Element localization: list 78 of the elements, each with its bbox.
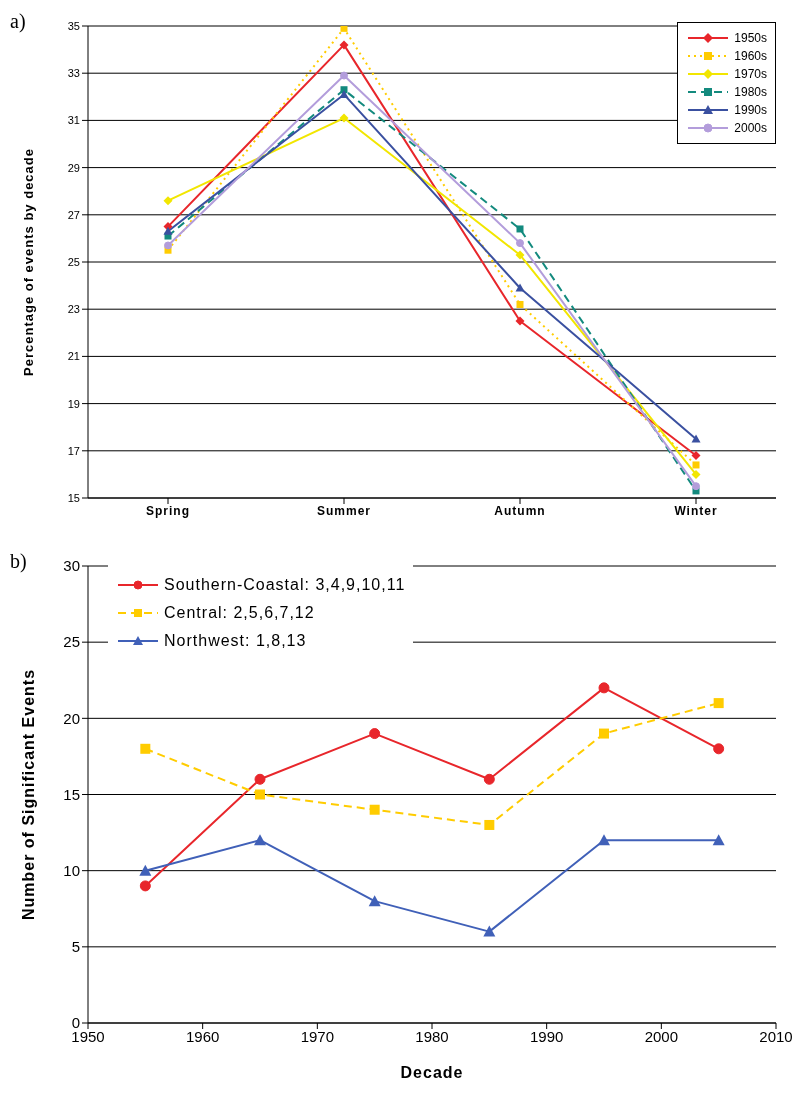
y-tick-label: 35: [67, 19, 80, 32]
point: [483, 925, 496, 937]
point: [599, 728, 609, 739]
point: [139, 864, 152, 876]
y-tick-label: 25: [67, 255, 80, 268]
legend-label: 1950s: [734, 31, 767, 45]
point: [340, 86, 348, 94]
point: [516, 300, 524, 308]
legend-label: 1980s: [734, 85, 767, 99]
point: [339, 89, 349, 98]
point: [598, 682, 610, 694]
point: [369, 804, 380, 815]
y-tick-label: 21: [67, 350, 80, 363]
point: [139, 880, 151, 892]
point: [339, 40, 349, 50]
y-tick-label: 25: [63, 633, 80, 651]
x-tick-label: 2000: [644, 1027, 679, 1045]
point: [483, 773, 495, 785]
y-tick-label: 20: [63, 709, 80, 727]
y-tick-label: 23: [67, 303, 80, 316]
point: [515, 316, 525, 326]
text: a): [10, 10, 26, 33]
y-tick-label: 31: [67, 114, 80, 127]
point: [255, 789, 265, 800]
legend-label: Northwest: 1,8,13: [164, 632, 307, 650]
x-tick-label: 1990: [529, 1027, 564, 1045]
point: [692, 482, 700, 491]
point: [163, 196, 173, 206]
y-tick-label: 10: [63, 861, 80, 879]
point: [340, 26, 348, 32]
legend-label: 1960s: [734, 49, 767, 63]
x-axis-title: Decade: [400, 1064, 464, 1081]
point: [340, 71, 348, 80]
point: [164, 241, 172, 250]
legend-label: Southern-Coastal: 3,4,9,10,11: [164, 576, 406, 594]
point: [691, 469, 701, 479]
y-tick-label: 27: [67, 208, 80, 221]
point: [713, 698, 724, 709]
y-tick-label: 29: [67, 161, 80, 174]
point: [691, 434, 701, 443]
y-axis-title: Number of Significant Events: [19, 668, 37, 921]
y-tick-label: 19: [67, 397, 80, 410]
point: [368, 895, 381, 907]
point: [254, 773, 266, 785]
point: [339, 113, 349, 123]
x-tick-label: Winter: [674, 503, 718, 518]
x-tick-label: 2010: [759, 1027, 793, 1045]
x-tick-label: 1970: [300, 1027, 335, 1045]
x-tick-label: Spring: [146, 503, 190, 518]
y-tick-label: 15: [67, 491, 80, 504]
point: [712, 834, 725, 846]
point: [598, 834, 610, 846]
y-tick-label: 5: [71, 938, 80, 956]
y-tick-label: 30: [63, 557, 80, 575]
point: [692, 461, 700, 469]
legend-label: 1990s: [734, 103, 767, 117]
point: [691, 451, 701, 461]
point: [254, 834, 266, 846]
point: [163, 226, 173, 235]
x-tick-label: Summer: [316, 503, 372, 518]
x-tick-label: Autumn: [494, 503, 546, 518]
point: [516, 225, 524, 233]
y-axis-title: Percentage of events by decade: [20, 148, 36, 376]
legend-label: 1970s: [734, 67, 767, 81]
point: [516, 239, 524, 248]
legend-label: 2000s: [734, 121, 767, 135]
point: [140, 743, 151, 754]
x-tick-label: 1960: [185, 1027, 220, 1045]
point: [713, 743, 725, 755]
y-tick-label: 33: [67, 67, 80, 80]
x-tick-label: 1980: [415, 1027, 449, 1045]
y-tick-label: 15: [63, 785, 80, 803]
point: [484, 819, 495, 830]
point: [515, 250, 525, 260]
y-tick-label: 17: [67, 444, 80, 457]
point: [369, 728, 381, 740]
legend-label: Central: 2,5,6,7,12: [164, 604, 315, 622]
text: b): [10, 550, 27, 573]
